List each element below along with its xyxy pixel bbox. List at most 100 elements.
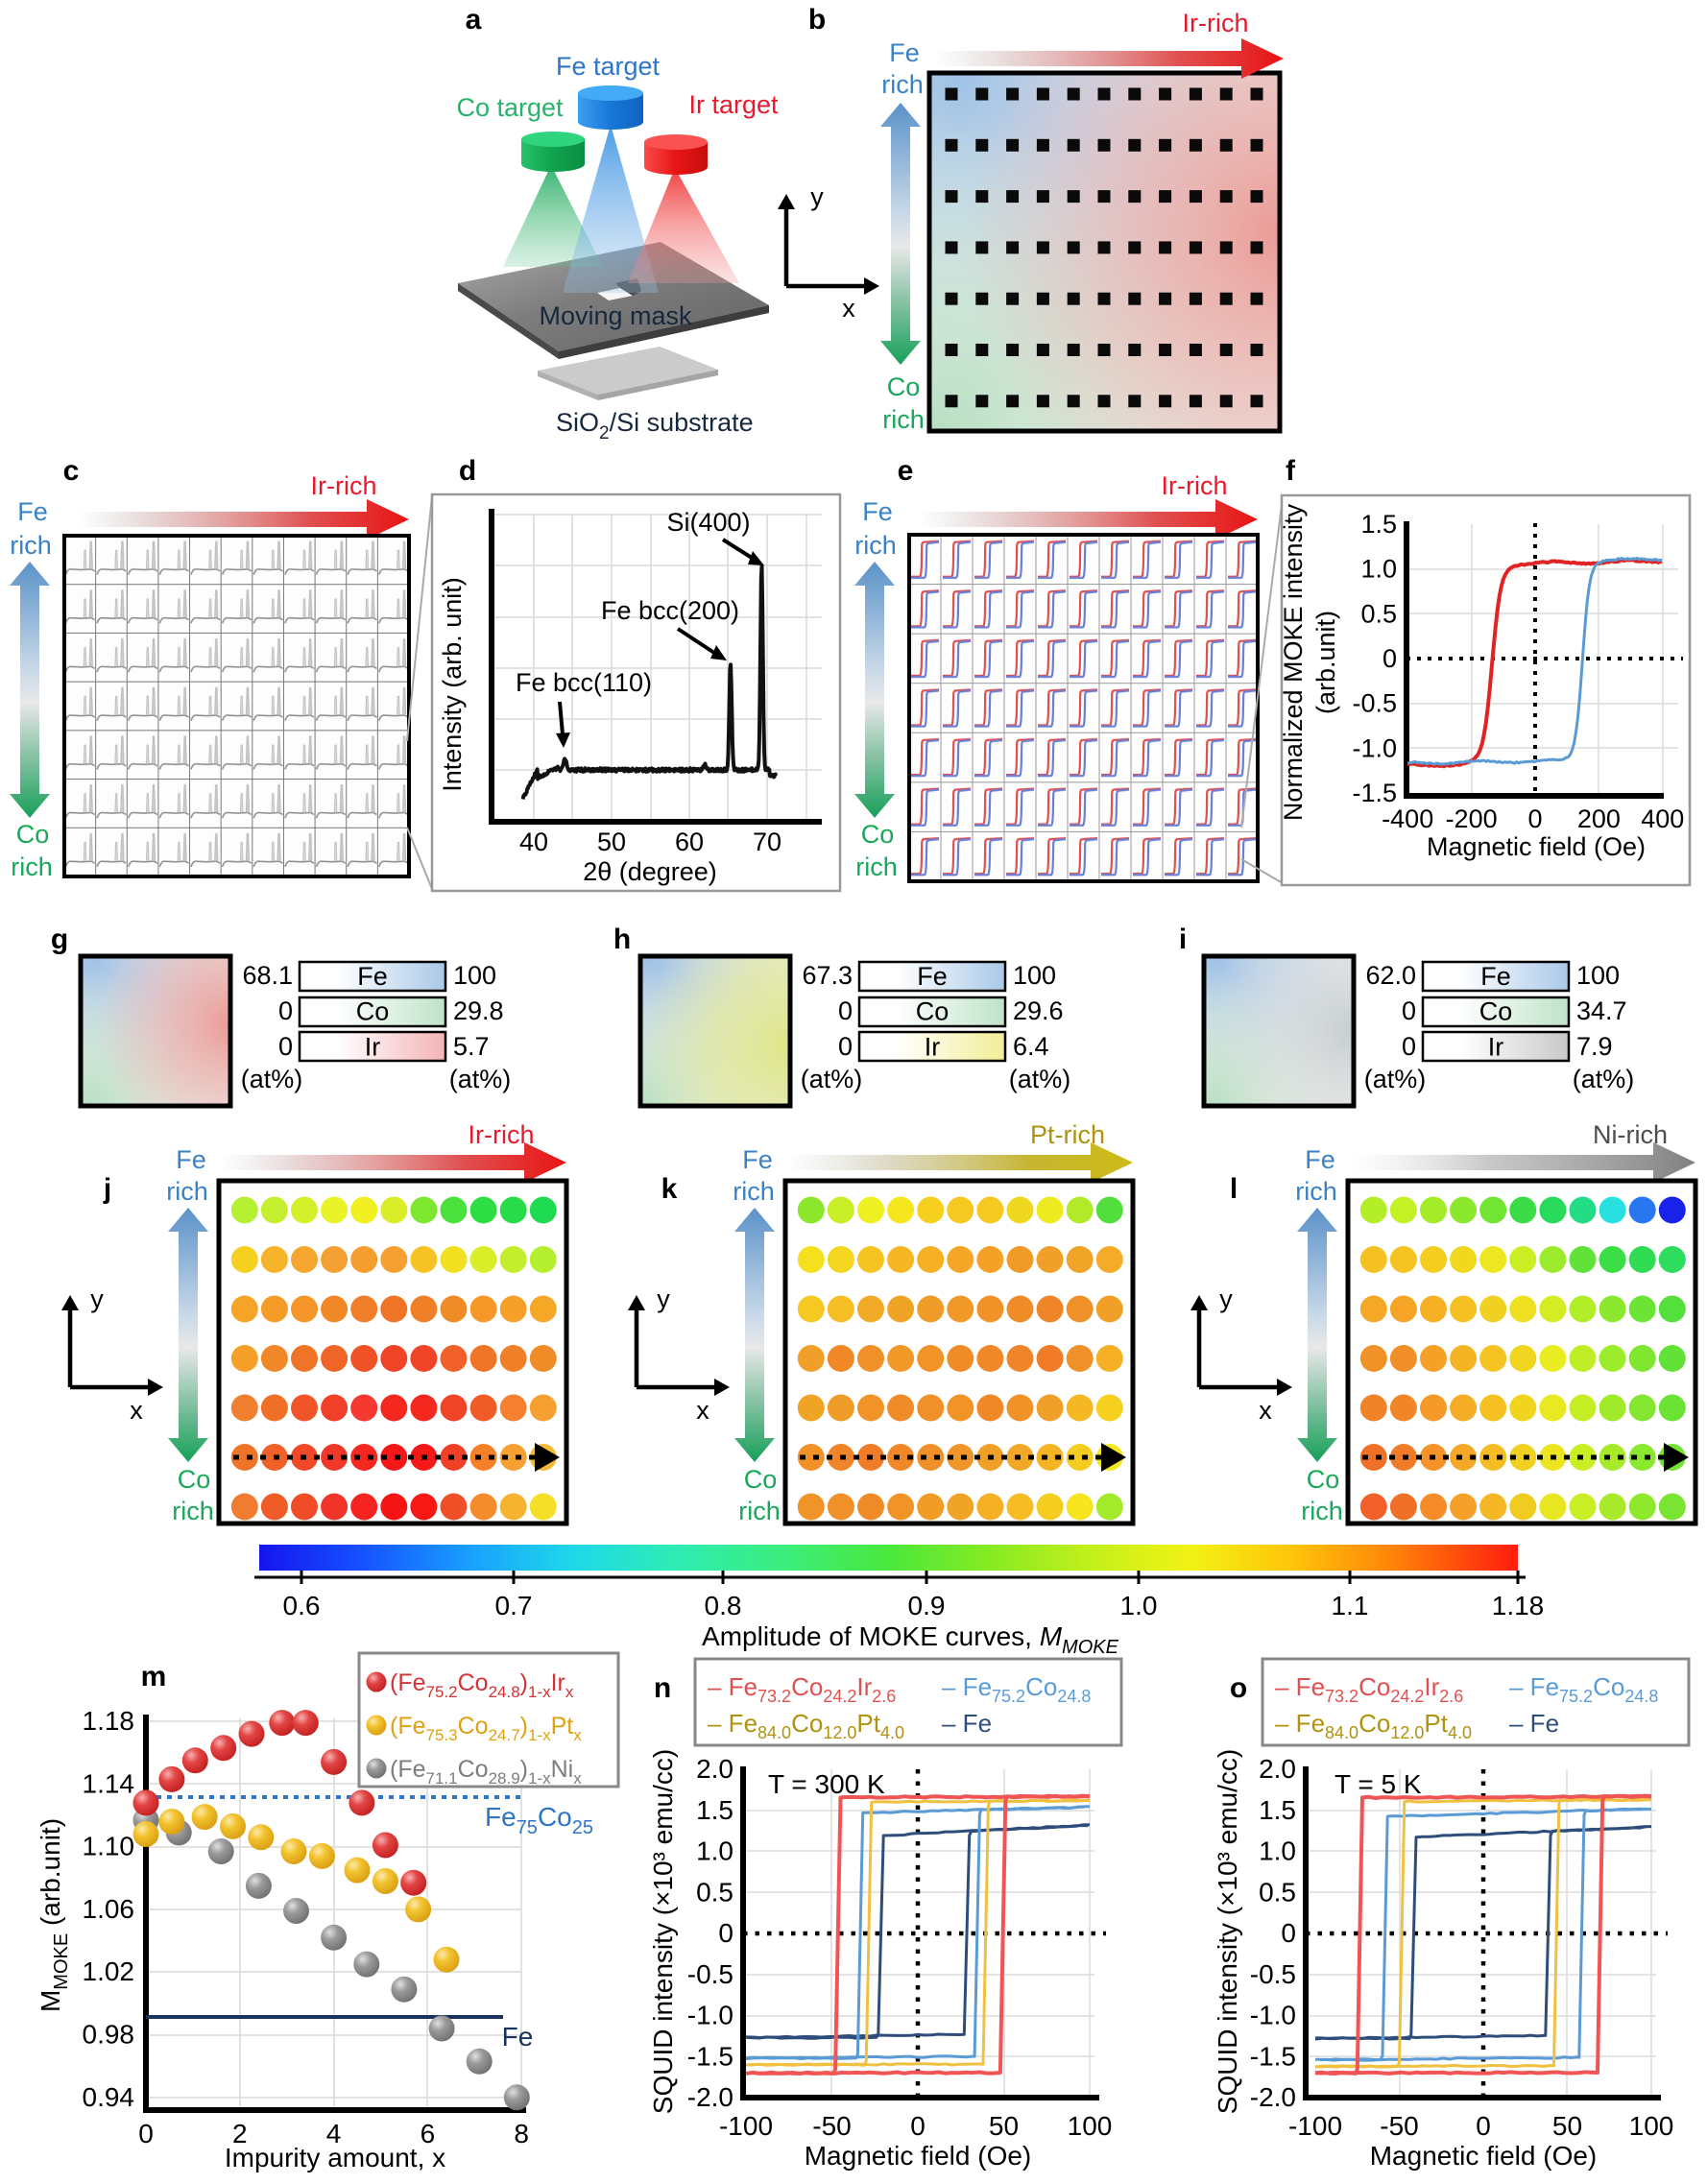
svg-text:-0.5: -0.5 [1250, 1959, 1296, 1989]
svg-text:0.5: 0.5 [1259, 1877, 1296, 1907]
svg-text:67.3: 67.3 [802, 961, 853, 990]
svg-text:(at%): (at%) [241, 1065, 303, 1093]
svg-text:– Fe84.0Co12.0Pt4.0: – Fe84.0Co12.0Pt4.0 [708, 1709, 904, 1742]
svg-text:rich: rich [733, 1177, 775, 1206]
svg-text:5.7: 5.7 [453, 1032, 490, 1061]
svg-text:o: o [1230, 1672, 1247, 1704]
svg-text:rich: rich [855, 852, 898, 881]
svg-text:rich: rich [1295, 1177, 1337, 1206]
svg-text:Fe bcc(110): Fe bcc(110) [516, 668, 652, 697]
svg-text:i: i [1179, 924, 1187, 955]
svg-text:Ir: Ir [1488, 1032, 1504, 1061]
svg-text:rich: rich [881, 70, 924, 99]
svg-text:rich: rich [172, 1497, 214, 1525]
svg-text:Co: Co [178, 1465, 211, 1494]
svg-text:x: x [1259, 1396, 1272, 1425]
svg-text:-1.0: -1.0 [1250, 2001, 1296, 2030]
svg-text:0.8: 0.8 [705, 1591, 742, 1620]
svg-text:(at%): (at%) [1364, 1065, 1427, 1093]
svg-text:a: a [466, 4, 482, 36]
svg-text:d: d [459, 455, 476, 487]
svg-text:rich: rich [166, 1177, 208, 1206]
svg-text:2.0: 2.0 [696, 1754, 733, 1784]
svg-text:y: y [1219, 1284, 1233, 1313]
svg-text:0.98: 0.98 [83, 2020, 135, 2050]
svg-text:1.0: 1.0 [1259, 1836, 1296, 1866]
svg-text:Fe: Fe [17, 497, 48, 526]
svg-text:0: 0 [838, 996, 853, 1025]
svg-text:1.06: 1.06 [83, 1894, 135, 1924]
svg-text:100: 100 [1629, 2111, 1674, 2141]
svg-text:50: 50 [989, 2111, 1019, 2141]
svg-text:Co: Co [887, 372, 921, 401]
svg-text:1.0: 1.0 [1120, 1591, 1158, 1620]
svg-text:m: m [141, 1661, 167, 1692]
svg-text:-0.5: -0.5 [1352, 689, 1397, 718]
svg-text:h: h [613, 924, 631, 955]
svg-text:0: 0 [910, 2111, 926, 2141]
svg-text:0: 0 [1402, 996, 1416, 1025]
svg-text:Ir: Ir [925, 1032, 941, 1061]
svg-text:0: 0 [1281, 1918, 1296, 1948]
svg-text:1.1: 1.1 [1332, 1591, 1369, 1620]
svg-text:n: n [654, 1672, 671, 1704]
svg-text:e: e [898, 455, 914, 487]
svg-text:Fe: Fe [889, 38, 920, 67]
svg-text:– Fe73.2Co24.2Ir2.6: – Fe73.2Co24.2Ir2.6 [1275, 1672, 1463, 1706]
svg-text:(at%): (at%) [801, 1065, 863, 1093]
svg-text:c: c [63, 455, 80, 487]
svg-text:6: 6 [421, 2119, 436, 2148]
svg-text:2.0: 2.0 [1259, 1754, 1296, 1784]
svg-text:200: 200 [1577, 804, 1621, 833]
svg-text:– Fe: – Fe [1509, 1709, 1559, 1738]
svg-text:rich: rich [1301, 1497, 1343, 1525]
svg-text:-0.5: -0.5 [687, 1959, 733, 1989]
svg-text:rich: rich [854, 531, 897, 560]
svg-text:Fe: Fe [176, 1145, 206, 1174]
svg-text:1.0: 1.0 [1360, 555, 1397, 584]
svg-text:Co: Co [916, 997, 950, 1026]
svg-text:1.5: 1.5 [1360, 510, 1397, 539]
svg-text:100: 100 [1576, 961, 1620, 990]
svg-text:y: y [90, 1284, 104, 1313]
svg-text:g: g [51, 924, 68, 955]
svg-text:-50: -50 [1380, 2111, 1418, 2141]
svg-text:1.10: 1.10 [83, 1832, 135, 1861]
svg-text:Ir: Ir [365, 1032, 381, 1061]
svg-text:-100: -100 [719, 2111, 773, 2141]
svg-text:l: l [1230, 1173, 1238, 1205]
svg-text:-1.5: -1.5 [1250, 2041, 1296, 2071]
svg-text:100: 100 [1068, 2111, 1113, 2141]
svg-text:4: 4 [326, 2119, 342, 2148]
svg-text:y: y [657, 1284, 670, 1313]
svg-text:70: 70 [753, 828, 781, 856]
svg-text:0.7: 0.7 [495, 1591, 533, 1620]
svg-text:Impurity amount, x: Impurity amount, x [225, 2143, 445, 2172]
svg-text:1.18: 1.18 [83, 1706, 135, 1736]
svg-text:(at%): (at%) [449, 1065, 512, 1093]
svg-text:(Fe75.3Co24.7)1-xPtx: (Fe75.3Co24.7)1-xPtx [390, 1713, 582, 1744]
svg-text:0.94: 0.94 [83, 2082, 135, 2112]
svg-text:rich: rich [10, 531, 52, 560]
svg-text:400: 400 [1641, 804, 1684, 833]
svg-text:0: 0 [138, 2119, 154, 2148]
svg-text:Ir-rich: Ir-rich [311, 471, 377, 500]
svg-text:Co: Co [356, 997, 390, 1026]
svg-text:0: 0 [838, 1032, 853, 1061]
svg-text:rich: rich [882, 405, 925, 434]
svg-text:-400: -400 [1382, 804, 1433, 833]
svg-text:k: k [661, 1173, 678, 1205]
svg-text:Fe target: Fe target [556, 52, 661, 81]
svg-text:0.5: 0.5 [696, 1877, 733, 1907]
svg-text:0: 0 [1402, 1032, 1416, 1061]
svg-text:(at%): (at%) [1009, 1065, 1071, 1093]
svg-text:0: 0 [1382, 644, 1397, 673]
svg-text:Fe: Fe [357, 962, 388, 991]
svg-text:b: b [808, 4, 826, 36]
svg-text:29.6: 29.6 [1013, 996, 1064, 1025]
svg-text:j: j [103, 1173, 111, 1205]
svg-text:-50: -50 [812, 2111, 851, 2141]
svg-text:1.18: 1.18 [1492, 1591, 1545, 1620]
svg-text:rich: rich [738, 1497, 781, 1525]
svg-text:40: 40 [519, 828, 548, 856]
